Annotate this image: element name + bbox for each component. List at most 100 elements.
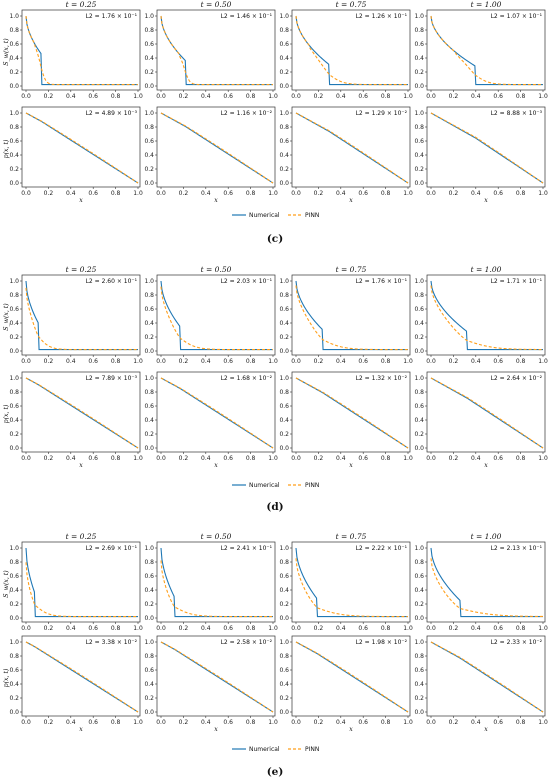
l2-error-label: L2 = 2.60 × 10⁻¹ [86,278,138,285]
series-numerical-saturation [430,547,543,618]
y-tick-label: 0.4 [144,320,154,327]
y-tick-label: 1.0 [279,278,289,285]
x-tick-label: 1.0 [133,358,143,365]
y-tick-label: 0.4 [9,55,19,62]
y-tick-label: 0.6 [9,403,19,410]
plot-frame [21,106,141,188]
y-tick-label: 0.4 [414,55,424,62]
x-tick-label: 1.0 [538,93,548,100]
x-tick-label: 0.6 [493,358,503,365]
y-tick-label: 0.2 [279,431,289,438]
y-tick-label: 0.0 [279,445,289,452]
l2-error-label: L2 = 1.29 × 10⁻² [356,110,408,117]
y-tick-label: 0.0 [414,445,424,452]
x-tick-label: 0.8 [516,190,526,197]
plot-frame [426,9,546,91]
y-tick-label: 0.4 [279,417,289,424]
x-tick-label: 0.0 [426,358,436,365]
l2-error-label: L2 = 2.22 × 10⁻¹ [356,545,408,552]
legend: Numerical PINN [232,212,319,219]
y-tick-label: 0.8 [144,27,154,34]
series-pinn-pressure [160,112,274,184]
x-tick-label: 0.6 [358,93,368,100]
y-tick-label: 0.8 [144,124,154,131]
y-tick-label: 0.8 [144,292,154,299]
series-numerical-saturation [160,547,273,618]
y-tick-label: 0.8 [279,124,289,131]
y-tick-label: 0.6 [9,573,19,580]
y-tick-label: 0.8 [9,27,19,34]
series-pinn-saturation [160,560,273,618]
saturation-subplot: 0.0 0.2 0.4 0.6 0.8 1.0 0.0 0.2 0.4 0.6 0.8 1.0 L2 =… [9,9,143,100]
y-tick-label: 0.2 [9,695,19,702]
saturation-subplot: 0.0 0.2 0.4 0.6 0.8 1.0 0.0 0.2 0.4 0.6 0.8 1.0 L2 =… [414,274,548,365]
series-numerical-pressure [295,112,409,184]
x-tick-label: 0.0 [291,625,301,632]
x-tick-label: 0.8 [381,93,391,100]
y-tick-label: 0.2 [414,69,424,76]
pressure-subplot: 0.0 0.2 0.4 0.6 0.8 1.0 0.0 0.2 0.4 0.6 0.8 1.0 L2 =… [414,106,548,197]
plot-frame [426,371,546,453]
x-tick-label: 0.6 [88,358,98,365]
x-tick-label: 0.2 [44,719,54,726]
x-axis-label: x [349,726,353,733]
x-tick-label: 0.6 [223,358,233,365]
y-tick-label: 0.0 [279,615,289,622]
plot-frame [426,635,546,717]
saturation-subplot: 0.0 0.2 0.4 0.6 0.8 1.0 0.0 0.2 0.4 0.6 0.8 1.0 L2 =… [279,541,413,632]
y-tick-label: 0.0 [144,180,154,187]
subplot-title: t = 1.00 [471,532,502,541]
y-tick-label: 0.8 [144,389,154,396]
x-tick-label: 0.4 [66,625,76,632]
y-tick-label: 0.0 [9,615,19,622]
x-tick-label: 0.6 [493,455,503,462]
x-tick-label: 0.4 [66,93,76,100]
plot-frame [21,9,141,91]
y-tick-label: 1.0 [144,375,154,382]
y-tick-label: 0.6 [414,403,424,410]
subplot-title: t = 0.50 [201,0,232,9]
l2-error-label: L2 = 7.89 × 10⁻³ [86,375,138,382]
series-numerical-saturation [25,280,138,351]
x-tick-label: 0.2 [449,93,459,100]
series-numerical-pressure [295,377,409,449]
x-tick-label: 0.6 [223,190,233,197]
y-tick-label: 0.0 [9,445,19,452]
x-tick-label: 0.8 [111,455,121,462]
x-tick-label: 0.8 [381,625,391,632]
y-tick-label: 1.0 [144,639,154,646]
y-tick-label: 0.4 [414,417,424,424]
y-tick-label: 0.6 [279,138,289,145]
y-tick-label: 0.4 [9,681,19,688]
y-axis-label-saturation: S_w(x, t) [3,303,10,331]
plot-frame [156,541,276,623]
x-tick-label: 0.6 [223,719,233,726]
plot-frame [21,541,141,623]
l2-error-label: L2 = 1.07 × 10⁻¹ [491,13,543,20]
x-tick-label: 1.0 [268,719,278,726]
x-tick-label: 0.6 [358,358,368,365]
x-tick-label: 0.2 [179,625,189,632]
x-tick-label: 1.0 [538,719,548,726]
y-tick-label: 0.6 [144,306,154,313]
plot-frame [291,635,411,717]
y-tick-label: 0.8 [414,559,424,566]
x-tick-label: 0.8 [246,625,256,632]
series-pinn-pressure [430,112,544,184]
x-tick-label: 0.4 [471,358,481,365]
x-axis-label: x [214,726,218,733]
y-tick-label: 0.4 [144,587,154,594]
saturation-subplot: 0.0 0.2 0.4 0.6 0.8 1.0 0.0 0.2 0.4 0.6 0.8 1.0 L2 =… [144,541,278,632]
l2-error-label: L2 = 1.76 × 10⁻¹ [356,278,408,285]
y-tick-label: 1.0 [279,639,289,646]
x-tick-label: 1.0 [133,455,143,462]
y-tick-label: 0.2 [414,334,424,341]
legend-label-pinn: PINN [305,482,319,489]
y-tick-label: 0.2 [279,69,289,76]
y-tick-label: 0.4 [9,417,19,424]
y-tick-label: 0.0 [414,180,424,187]
series-pinn-pressure [430,377,544,449]
x-tick-label: 0.2 [44,625,54,632]
x-tick-label: 0.2 [179,93,189,100]
y-tick-label: 0.0 [144,83,154,90]
